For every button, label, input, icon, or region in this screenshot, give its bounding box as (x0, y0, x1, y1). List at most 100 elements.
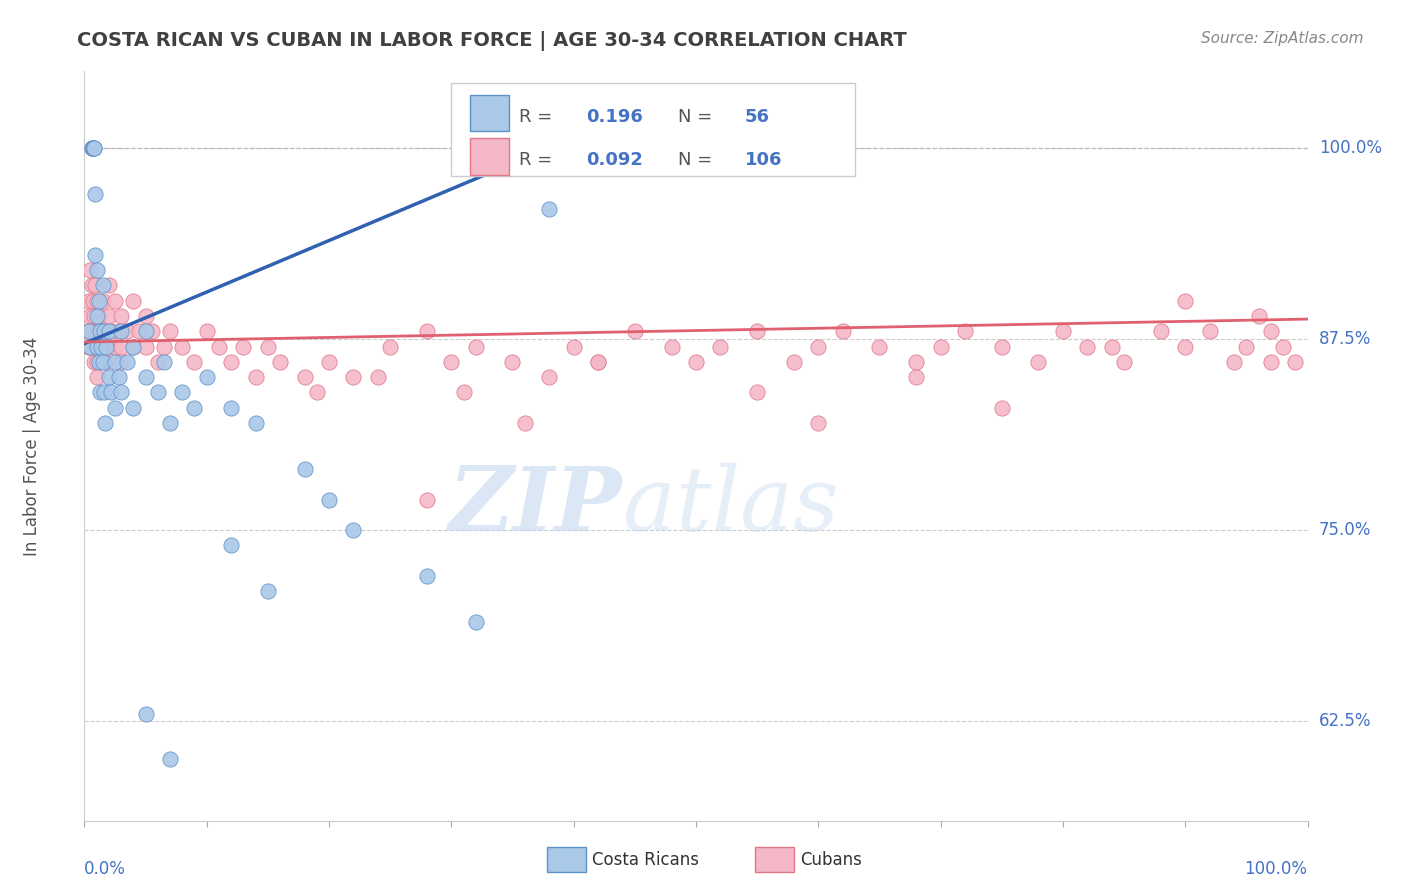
Point (80, 141, 103, 155)
Text: Costa Ricans: Costa Ricans (592, 851, 699, 869)
Point (195, 324, 218, 338)
Point (83, 309, 105, 323)
Point (110, 355, 132, 369)
Point (245, 370, 267, 384)
Point (122, 293, 145, 308)
Point (115, 324, 138, 338)
Point (172, 340, 194, 354)
Point (294, 462, 316, 476)
Point (100, 324, 122, 338)
Point (953, 324, 976, 338)
Point (257, 340, 280, 354)
Point (135, 324, 157, 338)
FancyBboxPatch shape (451, 83, 855, 177)
Point (104, 355, 127, 369)
Point (96, 340, 118, 354)
Point (141, 324, 163, 338)
Point (1150, 324, 1173, 338)
Text: 62.5%: 62.5% (1319, 712, 1371, 731)
Point (87, 340, 110, 354)
Point (86, 309, 108, 323)
Point (269, 355, 291, 369)
Point (195, 370, 218, 384)
Point (153, 340, 176, 354)
Point (86, 324, 108, 338)
Point (159, 416, 181, 430)
Point (77, 293, 100, 308)
Point (82, 293, 104, 308)
Point (86, 370, 108, 384)
Point (1174, 293, 1197, 308)
Point (538, 202, 561, 216)
Point (91, 293, 114, 308)
Point (1198, 324, 1220, 338)
Point (586, 355, 609, 369)
Point (135, 309, 157, 323)
Point (464, 340, 486, 354)
Point (562, 340, 585, 354)
Point (1028, 355, 1050, 369)
Point (122, 401, 145, 415)
Point (416, 324, 439, 338)
Point (84, 278, 107, 293)
Point (807, 340, 830, 354)
Point (1236, 340, 1258, 354)
Text: Source: ZipAtlas.com: Source: ZipAtlas.com (1201, 31, 1364, 46)
Point (1101, 340, 1123, 354)
Point (538, 370, 561, 384)
Point (80, 141, 103, 155)
Point (1260, 324, 1282, 338)
Point (453, 385, 475, 400)
Point (87, 309, 110, 323)
Point (77, 340, 100, 354)
Point (502, 355, 524, 369)
Point (86, 355, 108, 369)
Point (84, 324, 107, 338)
Text: R =: R = (519, 151, 558, 169)
Point (1174, 340, 1197, 354)
Point (135, 706, 157, 721)
Point (219, 538, 242, 552)
Point (93, 385, 115, 400)
Point (97, 278, 120, 293)
Point (905, 370, 928, 384)
Text: 0.092: 0.092 (586, 151, 643, 169)
Point (84, 248, 107, 262)
Point (79, 340, 101, 354)
Point (86, 293, 108, 308)
Point (624, 324, 647, 338)
Point (159, 324, 181, 338)
Point (146, 355, 169, 369)
Point (807, 416, 830, 430)
Point (342, 370, 364, 384)
Point (367, 370, 389, 384)
Text: 87.5%: 87.5% (1319, 330, 1371, 348)
Text: 100.0%: 100.0% (1319, 139, 1382, 157)
Point (86, 263, 108, 277)
Point (91, 355, 114, 369)
Point (89, 324, 111, 338)
Point (1076, 340, 1098, 354)
Text: atlas: atlas (623, 463, 838, 549)
Point (128, 324, 150, 338)
FancyBboxPatch shape (755, 847, 794, 872)
Text: 75.0%: 75.0% (1319, 521, 1371, 539)
Point (245, 416, 267, 430)
Point (1272, 340, 1295, 354)
Point (232, 340, 254, 354)
Point (97, 340, 120, 354)
Point (94, 355, 117, 369)
Text: N =: N = (678, 151, 717, 169)
Point (90, 340, 112, 354)
FancyBboxPatch shape (470, 95, 509, 131)
Point (89, 324, 111, 338)
Point (122, 340, 145, 354)
Text: 0.0%: 0.0% (84, 860, 127, 878)
Point (100, 385, 122, 400)
Point (905, 355, 928, 369)
Point (110, 385, 132, 400)
Point (79, 340, 101, 354)
Point (110, 340, 132, 354)
Text: Cubans: Cubans (800, 851, 862, 869)
Text: ZIP: ZIP (449, 463, 623, 549)
